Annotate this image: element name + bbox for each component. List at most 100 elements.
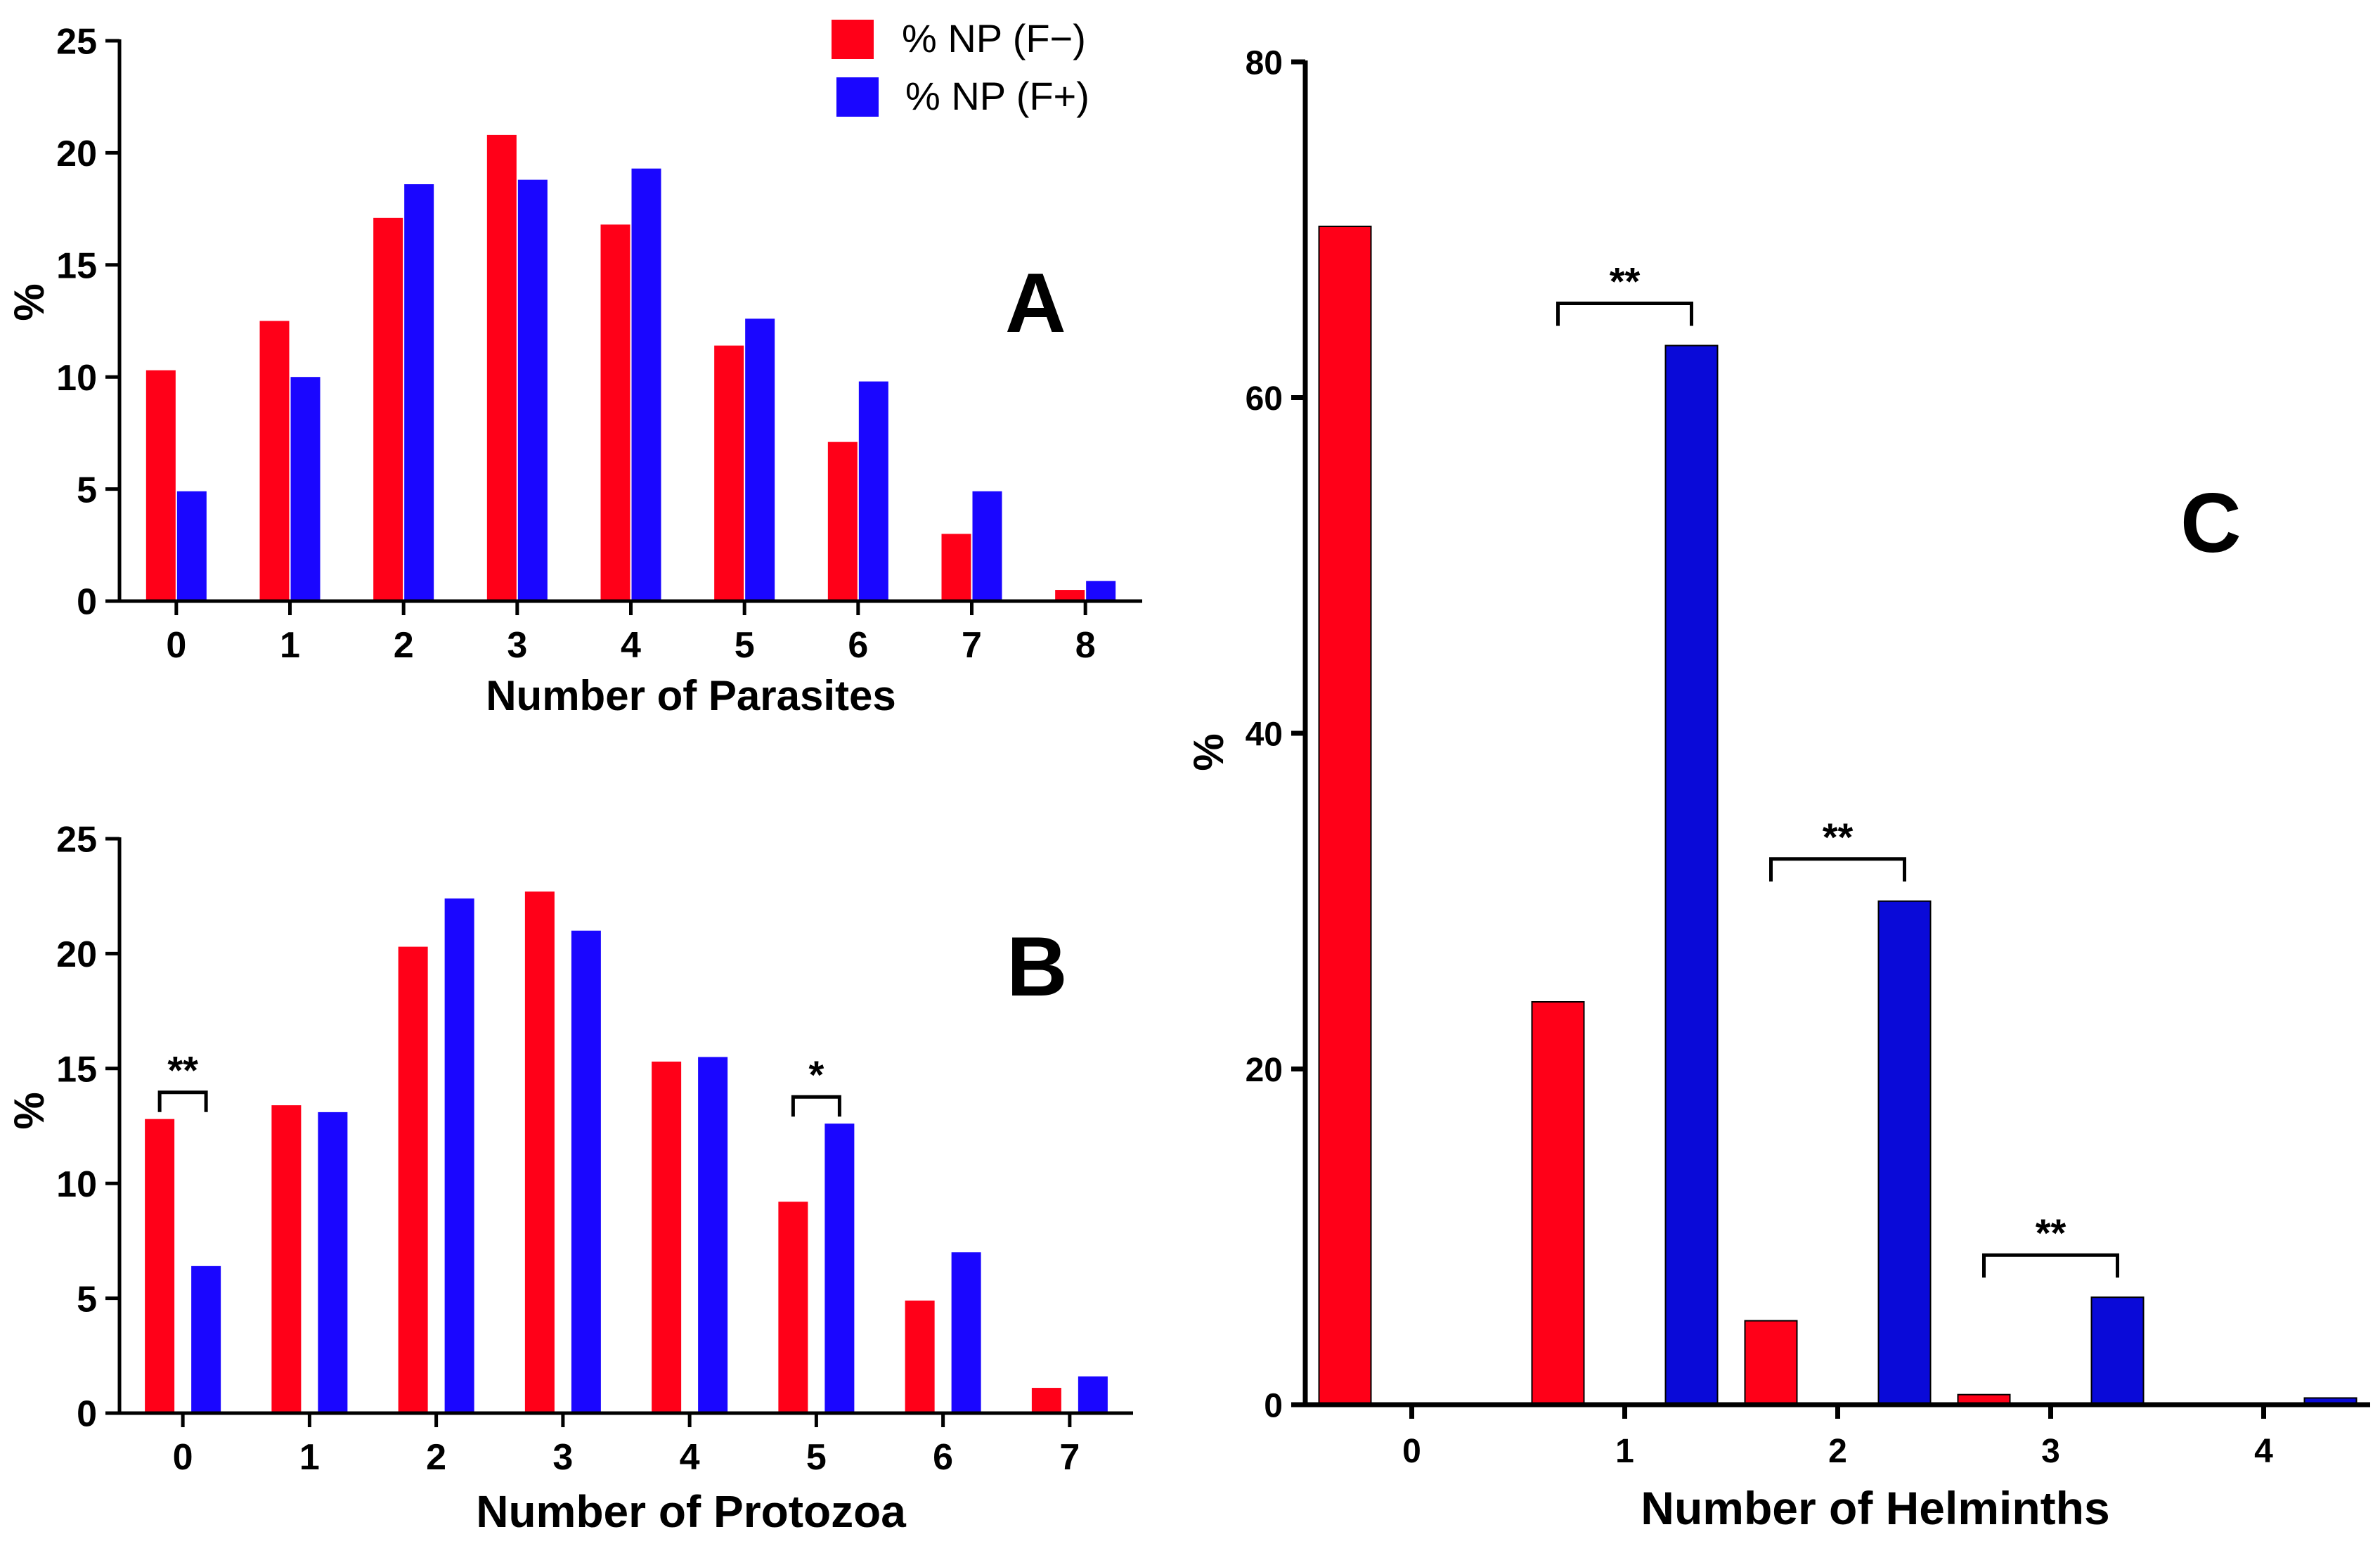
x-tick-label: 7 — [962, 625, 982, 666]
bar-a-f-plus-1 — [290, 377, 321, 601]
y-tick-label: 5 — [77, 1279, 97, 1320]
bar-a-f-minus-4 — [600, 224, 630, 601]
bar-a-f-minus-5 — [714, 345, 744, 601]
panel-a-xlabel: Number of Parasites — [486, 672, 896, 719]
significance-marker: ** — [1823, 815, 1854, 859]
x-tick-label: 2 — [1828, 1433, 1847, 1470]
x-tick-label: 2 — [394, 625, 414, 666]
bar-a-f-plus-3 — [517, 179, 548, 601]
panel-c-chart: 0 20 40 60 80 0 1 2 3 4 ** ** ** Number of Helminth… — [1185, 44, 2370, 1534]
bar-c-f-minus-2 — [1744, 1320, 1798, 1405]
bar-b-f-plus-1 — [318, 1112, 348, 1413]
panel-a-bars — [145, 134, 1116, 602]
bar-b-f-minus-6 — [905, 1300, 935, 1413]
x-tick-label: 6 — [933, 1437, 953, 1478]
x-tick-label: 5 — [735, 625, 755, 666]
bar-a-f-minus-0 — [145, 370, 176, 601]
y-tick-label: 20 — [56, 134, 97, 174]
panel-b-ticks: 0 5 10 15 20 25 0 1 2 3 4 5 6 7 — [56, 820, 1080, 1478]
panel-b-label: B — [1007, 920, 1068, 1014]
x-tick-label: 8 — [1075, 625, 1096, 666]
x-tick-label: 0 — [166, 625, 186, 666]
x-tick-label: 4 — [680, 1437, 700, 1478]
panel-b-ylabel: % — [6, 1092, 53, 1129]
bar-c-f-plus-3 — [2090, 1296, 2145, 1405]
legend: % NP (F−) % NP (F+) — [832, 16, 1089, 118]
significance-bracket — [791, 1095, 841, 1117]
bar-a-f-plus-8 — [1086, 581, 1116, 601]
panel-b-axes — [117, 837, 1133, 1415]
panel-c-axes — [1302, 60, 2370, 1407]
bar-c-f-plus-2 — [1877, 900, 1932, 1405]
x-tick-label: 1 — [299, 1437, 320, 1478]
y-tick-label: 25 — [56, 820, 97, 861]
x-tick-label: 5 — [806, 1437, 827, 1478]
y-tick-label: 5 — [77, 470, 97, 510]
panel-c-label: C — [2180, 476, 2242, 570]
significance-marker: ** — [2036, 1211, 2067, 1255]
panel-c-ticks: 0 20 40 60 80 0 1 2 3 4 — [1246, 44, 2274, 1470]
y-tick-label: 10 — [56, 1164, 97, 1205]
bar-c-f-plus-1 — [1664, 344, 1719, 1405]
bar-a-f-plus-0 — [176, 491, 207, 601]
bar-b-f-plus-0 — [191, 1265, 221, 1413]
bar-b-f-plus-3 — [571, 930, 601, 1413]
legend-swatch-f-plus — [836, 77, 879, 117]
bar-a-f-minus-2 — [373, 217, 403, 601]
significance-bracket — [1556, 301, 1693, 326]
panel-c-annotations: ** ** ** — [1556, 259, 2119, 1278]
bar-a-f-minus-3 — [486, 134, 517, 601]
x-tick-label: 4 — [2254, 1433, 2273, 1470]
bar-b-f-plus-2 — [444, 898, 474, 1413]
x-tick-label: 3 — [552, 1437, 573, 1478]
x-tick-label: 1 — [280, 625, 300, 666]
panel-a-ticks: 0 5 10 15 20 25 0 1 2 3 4 5 6 7 8 — [56, 22, 1095, 666]
bar-b-f-minus-5 — [778, 1202, 808, 1413]
panel-c-bars — [1318, 225, 2358, 1406]
bar-b-f-plus-7 — [1078, 1376, 1108, 1413]
bar-a-f-minus-1 — [259, 321, 290, 601]
bar-a-f-plus-6 — [858, 381, 888, 601]
panel-b-bars — [145, 891, 1108, 1413]
bar-a-f-plus-2 — [404, 184, 434, 602]
x-tick-label: 0 — [173, 1437, 193, 1478]
panel-c-ylabel: % — [1185, 733, 1232, 771]
bar-a-f-minus-8 — [1055, 590, 1085, 601]
x-tick-label: 1 — [1615, 1433, 1634, 1470]
legend-label-f-plus: % NP (F+) — [905, 74, 1089, 118]
x-tick-label: 3 — [2041, 1433, 2060, 1470]
x-tick-label: 2 — [426, 1437, 446, 1478]
x-tick-label: 4 — [621, 625, 641, 666]
y-tick-label: 10 — [56, 358, 97, 399]
significance-marker: * — [808, 1052, 824, 1097]
bar-a-f-minus-7 — [941, 534, 971, 601]
significance-bracket — [157, 1090, 208, 1112]
y-tick-label: 15 — [56, 1050, 97, 1090]
bar-b-f-minus-1 — [271, 1105, 302, 1413]
significance-bracket — [1769, 857, 1906, 882]
bar-b-f-minus-4 — [652, 1061, 682, 1413]
y-tick-label: 0 — [1264, 1387, 1283, 1424]
x-tick-label: 0 — [1402, 1433, 1421, 1470]
x-tick-label: 7 — [1059, 1437, 1080, 1478]
y-tick-label: 25 — [56, 22, 97, 63]
panel-a-label: A — [1005, 256, 1066, 350]
significance-marker: ** — [167, 1048, 198, 1093]
bar-a-f-plus-4 — [631, 168, 661, 601]
bar-b-f-minus-2 — [398, 946, 428, 1413]
significance-marker: ** — [1610, 259, 1641, 303]
y-tick-label: 80 — [1246, 44, 1283, 82]
x-tick-label: 3 — [507, 625, 527, 666]
bar-b-f-minus-3 — [524, 891, 555, 1413]
y-tick-label: 15 — [56, 246, 97, 287]
bar-b-f-minus-0 — [145, 1119, 175, 1413]
y-tick-label: 0 — [77, 582, 97, 623]
y-tick-label: 60 — [1246, 380, 1283, 418]
panel-c-xlabel: Number of Helminths — [1641, 1482, 2109, 1534]
bar-b-f-plus-5 — [824, 1123, 855, 1413]
bar-b-f-minus-7 — [1031, 1388, 1061, 1413]
bar-b-f-plus-4 — [698, 1057, 728, 1413]
